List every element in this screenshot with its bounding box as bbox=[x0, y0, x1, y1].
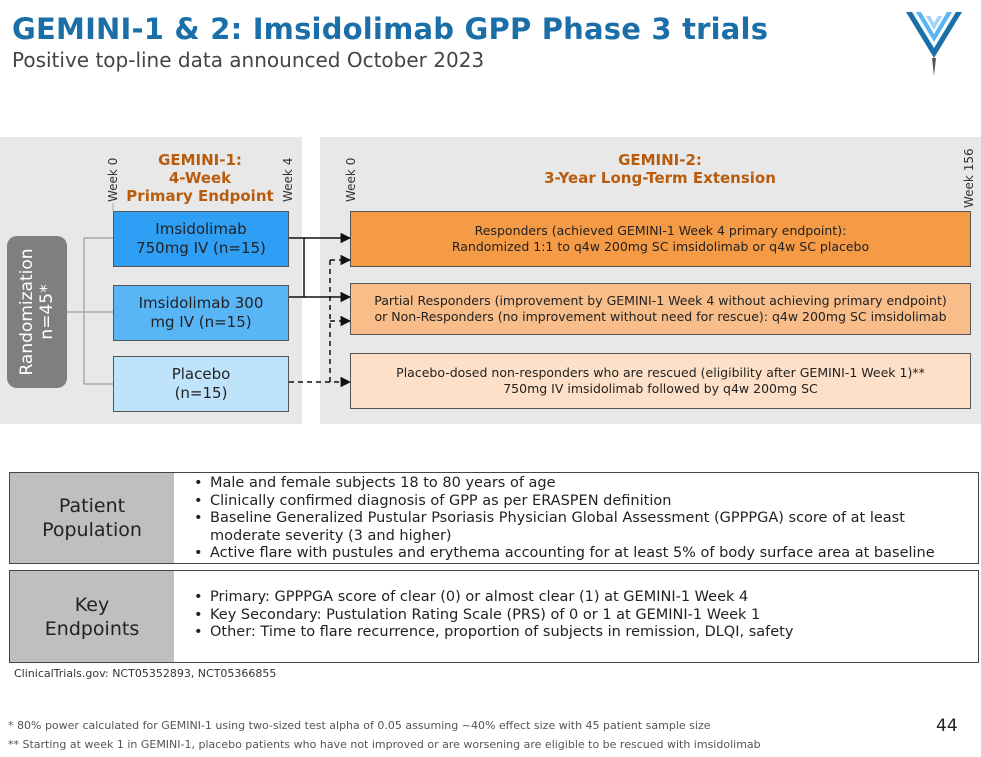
key-endpoints-label: Key Endpoints bbox=[10, 571, 174, 662]
extension-line: Partial Responders (improvement by GEMIN… bbox=[374, 293, 947, 308]
gemini2-title: GEMINI-2: 3-Year Long-Term Extension bbox=[500, 151, 820, 187]
gemini1-week-start: Week 0 bbox=[106, 157, 120, 202]
patient-population-list: Male and female subjects 18 to 80 years … bbox=[174, 473, 978, 563]
label-line: Endpoints bbox=[44, 617, 140, 640]
gemini1-title-line2: 4-Week bbox=[168, 169, 232, 187]
gemini1-week-end: Week 4 bbox=[281, 157, 295, 202]
gemini1-title: GEMINI-1: 4-Week Primary Endpoint bbox=[120, 151, 280, 205]
label-line: Population bbox=[42, 519, 142, 541]
page-title: GEMINI-1 & 2: Imsidolimab GPP Phase 3 tr… bbox=[12, 12, 769, 46]
patient-population-label: Patient Population bbox=[10, 473, 174, 563]
randomization-count: n=45* bbox=[37, 284, 57, 340]
gemini2-week-end: Week 156 bbox=[962, 148, 976, 208]
list-item: Baseline Generalized Pustular Psoriasis … bbox=[194, 510, 978, 545]
list-item: Male and female subjects 18 to 80 years … bbox=[194, 475, 978, 493]
page-subtitle: Positive top-line data announced October… bbox=[12, 48, 485, 72]
extension-line: Randomized 1:1 to q4w 200mg SC imsidolim… bbox=[451, 239, 870, 254]
footnote-rescue: ** Starting at week 1 in GEMINI-1, place… bbox=[8, 738, 761, 751]
randomization-box: Randomization n=45* bbox=[7, 236, 67, 388]
extension-line: Responders (achieved GEMINI-1 Week 4 pri… bbox=[474, 223, 847, 238]
extension-partial-responders: Partial Responders (improvement by GEMIN… bbox=[350, 283, 971, 335]
arm-line: Placebo bbox=[171, 365, 231, 383]
gemini1-title-line3: Primary Endpoint bbox=[126, 187, 274, 205]
gemini1-title-line1: GEMINI-1: bbox=[158, 151, 242, 169]
randomization-label: Randomization bbox=[17, 248, 37, 376]
extension-rescued: Placebo-dosed non-responders who are res… bbox=[350, 353, 971, 409]
list-item: Key Secondary: Pustulation Rating Scale … bbox=[194, 607, 793, 625]
key-endpoints-list: Primary: GPPPGA score of clear (0) or al… bbox=[174, 571, 793, 662]
arm-line: 750mg IV (n=15) bbox=[136, 239, 266, 257]
list-item: Clinically confirmed diagnosis of GPP as… bbox=[194, 493, 978, 511]
arm-imsidolimab-750: Imsidolimab 750mg IV (n=15) bbox=[113, 211, 289, 267]
clinicaltrials-reference: ClinicalTrials.gov: NCT05352893, NCT0536… bbox=[14, 667, 277, 680]
extension-line: 750mg IV imsidolimab followed by q4w 200… bbox=[503, 381, 818, 396]
list-item: Other: Time to flare recurrence, proport… bbox=[194, 624, 793, 642]
extension-responders: Responders (achieved GEMINI-1 Week 4 pri… bbox=[350, 211, 971, 267]
gemini2-title-line1: GEMINI-2: bbox=[618, 151, 702, 169]
page-number: 44 bbox=[936, 716, 958, 736]
company-logo-icon bbox=[906, 12, 962, 76]
arm-line: Imsidolimab bbox=[155, 220, 247, 238]
label-line: Key bbox=[74, 593, 110, 616]
arm-imsidolimab-300: Imsidolimab 300 mg IV (n=15) bbox=[113, 285, 289, 341]
arm-line: (n=15) bbox=[174, 384, 228, 402]
extension-line: Placebo-dosed non-responders who are res… bbox=[396, 365, 925, 380]
gemini2-week-start: Week 0 bbox=[344, 157, 358, 202]
extension-line: or Non-Responders (no improvement withou… bbox=[374, 309, 947, 324]
arm-line: mg IV (n=15) bbox=[150, 313, 252, 331]
list-item: Primary: GPPPGA score of clear (0) or al… bbox=[194, 589, 793, 607]
list-item: Active flare with pustules and erythema … bbox=[194, 545, 978, 563]
arm-placebo: Placebo (n=15) bbox=[113, 356, 289, 412]
label-line: Patient bbox=[58, 495, 126, 517]
footnote-power: * 80% power calculated for GEMINI-1 usin… bbox=[8, 719, 711, 732]
arm-line: Imsidolimab 300 bbox=[138, 294, 264, 312]
gemini2-title-line2: 3-Year Long-Term Extension bbox=[544, 169, 776, 187]
